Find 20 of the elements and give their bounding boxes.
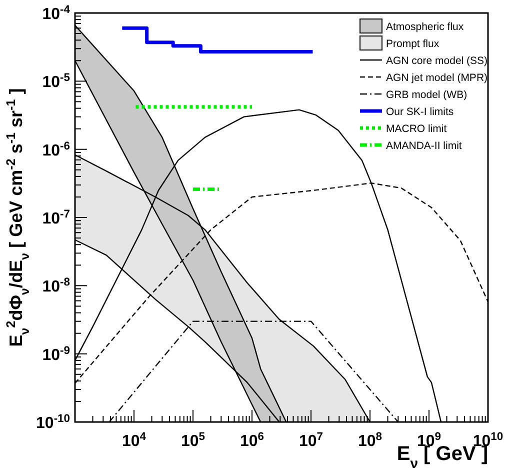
x-tick-label: 10$^{5}$ bbox=[180, 431, 206, 450]
legend-label: Atmospheric flux bbox=[386, 21, 464, 33]
x-tick-label: 10$^{7}$ bbox=[298, 431, 324, 450]
legend-label: Prompt flux bbox=[386, 38, 440, 50]
legend-label: Our SK-I limits bbox=[386, 106, 454, 118]
legend-label: AGN jet model (MPR) bbox=[386, 72, 488, 84]
y-tick-label: 10$^{-9}$ bbox=[42, 344, 70, 364]
x-tick-label: 10$^{4}$ bbox=[122, 431, 147, 450]
y-tick-label: 10$^{-5}$ bbox=[42, 72, 70, 92]
y-tick-label: 10$^{-7}$ bbox=[42, 208, 70, 228]
legend-label: AGN core model (SS) bbox=[386, 55, 488, 67]
y-tick-label: 10$^{-10}$ bbox=[36, 413, 70, 432]
y-tick-label: 10$^{-4}$ bbox=[42, 4, 71, 23]
legend-label: MACRO limit bbox=[386, 123, 447, 135]
legend-label: GRB model (WB) bbox=[386, 89, 468, 101]
y-tick-label: 10$^{-8}$ bbox=[42, 276, 70, 296]
x-tick-label: 10$^{8}$ bbox=[358, 431, 382, 450]
y-tick-label: 10$^{-6}$ bbox=[42, 140, 70, 160]
legend-label: AMANDA-II limit bbox=[386, 140, 462, 152]
x-tick-label: 10$^{6}$ bbox=[240, 431, 264, 450]
